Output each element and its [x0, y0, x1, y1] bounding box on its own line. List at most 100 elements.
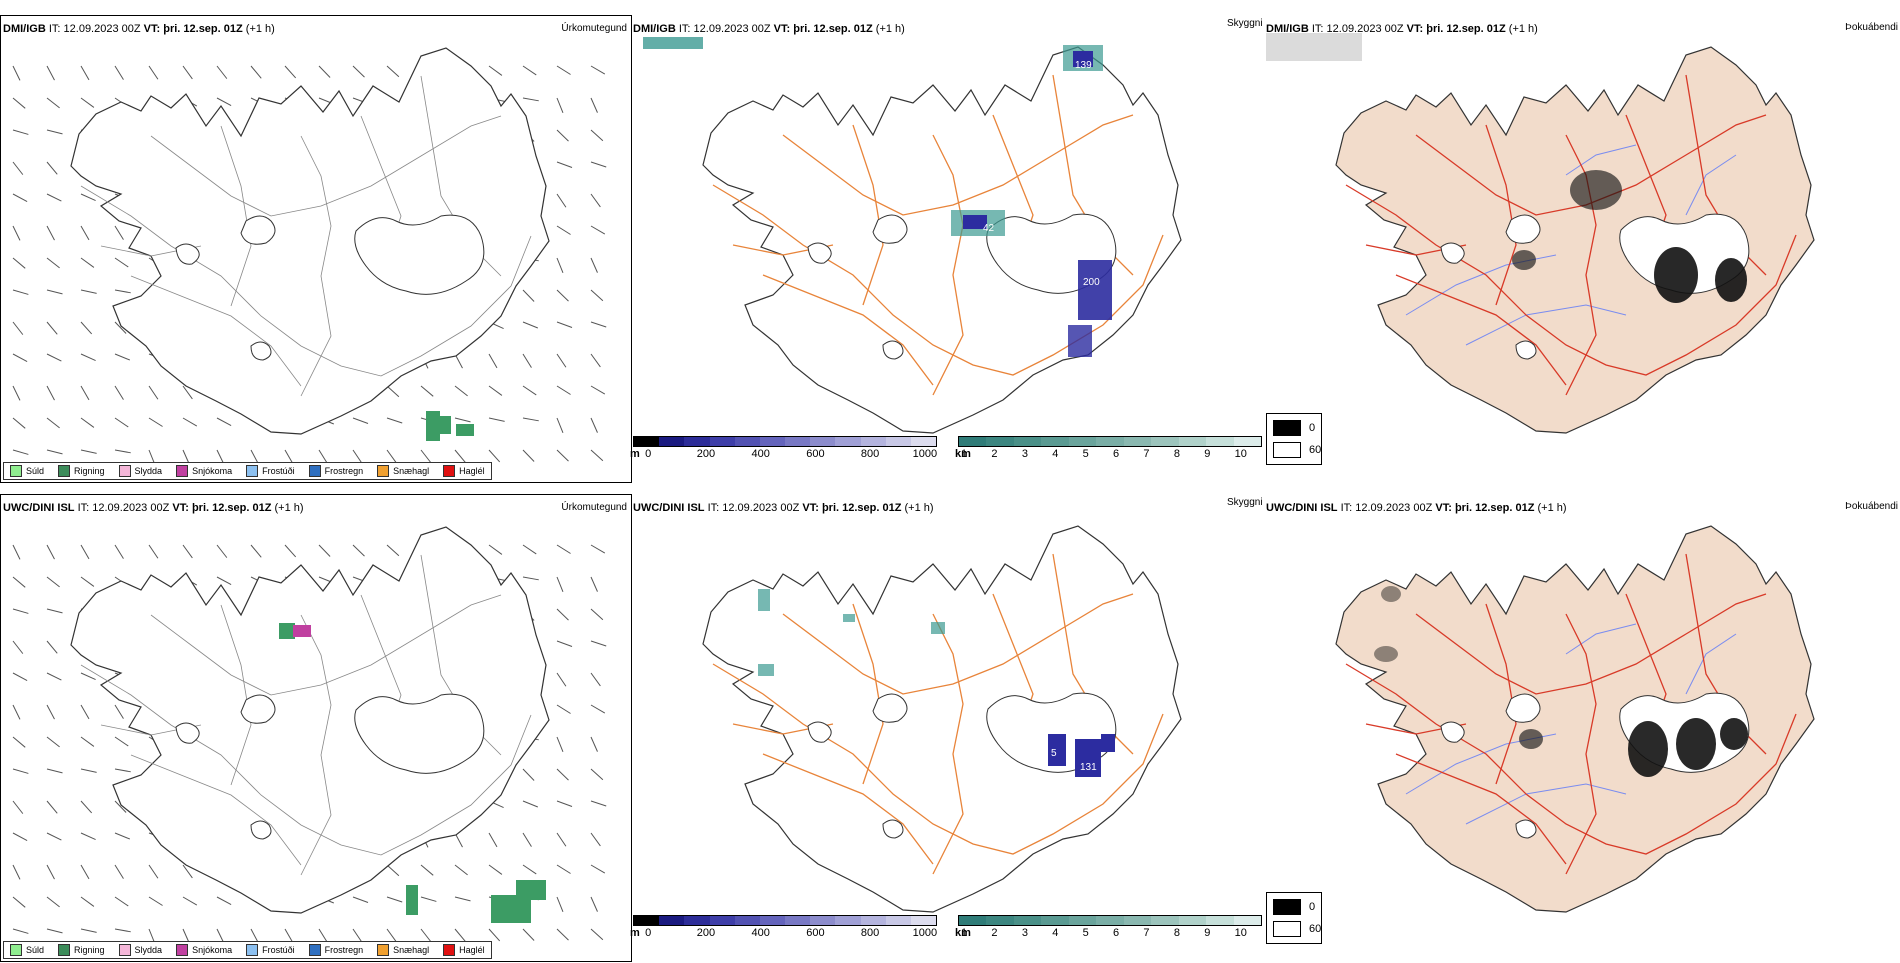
wind-barb	[12, 768, 29, 774]
wind-barb	[46, 928, 63, 934]
wind-barb	[556, 736, 564, 753]
wind-barb	[216, 65, 228, 79]
wind-barb	[590, 321, 607, 328]
colorbar-tick: 1	[961, 927, 968, 939]
legend-swatch	[308, 465, 321, 477]
wind-barb	[556, 97, 564, 114]
legend-label: Súld	[26, 466, 45, 476]
wind-barb	[284, 544, 297, 558]
wind-barb	[80, 672, 96, 680]
wind-barb	[590, 97, 598, 113]
wind-barb	[114, 257, 129, 268]
wind-barb	[46, 544, 55, 560]
wind-barb	[556, 576, 564, 593]
wind-barb	[352, 65, 365, 78]
fog-legend-item: 60	[1273, 921, 1321, 937]
fog-area	[1512, 170, 1747, 303]
legend-swatch	[10, 944, 22, 956]
panel-tag: Úrkomutegund	[561, 23, 627, 34]
colorbar-tick: 1000	[912, 448, 938, 460]
wind-barb	[12, 385, 21, 401]
map-fog-index	[1266, 33, 1815, 434]
wind-barb	[590, 640, 607, 647]
wind-barb	[590, 896, 598, 912]
wind-barb	[80, 576, 95, 587]
wind-barb	[12, 417, 26, 429]
colorbar-tick: 2	[991, 448, 998, 460]
wind-barb	[182, 544, 193, 559]
wind-barb	[46, 608, 63, 614]
fog-legend-swatch	[1273, 921, 1301, 937]
wind-barb	[12, 257, 26, 269]
wind-barb	[114, 736, 129, 747]
wind-barb	[522, 576, 539, 581]
wind-barb	[80, 65, 90, 81]
colorbar-tick: 400	[751, 448, 770, 460]
legend-label: Frostregn	[324, 466, 364, 476]
fog-legend-label: 60	[1309, 444, 1322, 456]
wind-barb	[46, 65, 55, 81]
wind-barb	[80, 800, 93, 814]
wind-barb	[80, 544, 90, 560]
legend-item: Snjókoma	[176, 465, 232, 477]
wind-barb	[80, 353, 96, 361]
colorbar-tick: 6	[1113, 927, 1120, 939]
wind-barb	[80, 832, 96, 840]
legend-label: Slydda	[134, 466, 163, 476]
cloud-label: 200	[1083, 277, 1100, 288]
wind-barb	[46, 161, 58, 175]
wind-barb	[114, 353, 131, 361]
wind-barb	[556, 832, 567, 847]
wind-barb	[590, 449, 604, 462]
wind-barb	[522, 864, 537, 875]
legend-label: Snjókoma	[192, 466, 233, 476]
legend-label: Rigning	[74, 466, 105, 476]
visibility-colorbar-top: 1 2 3 4 5 6 7 8 9 10 km	[955, 436, 1262, 466]
legend-swatch	[308, 944, 321, 956]
wind-barb	[148, 896, 163, 906]
fog-legend-item: 0	[1273, 420, 1315, 436]
wind-barb	[12, 640, 24, 654]
wind-barb	[80, 896, 95, 907]
wind-barb	[216, 896, 232, 905]
colorbar-tick: 2	[991, 927, 998, 939]
wind-barb	[590, 544, 606, 554]
panel-tag: Þokuábendi	[1845, 501, 1898, 512]
wind-barb	[386, 385, 400, 398]
colorbar-tick: 200	[696, 927, 716, 939]
wind-barb	[250, 544, 262, 558]
legend-item: Rigning	[58, 465, 105, 477]
wind-barb	[386, 896, 403, 903]
legend-swatch	[58, 944, 71, 956]
wind-barb	[556, 65, 571, 75]
fog-legend-swatch	[1273, 420, 1301, 436]
wind-barb	[46, 225, 55, 241]
wind-barb	[488, 417, 505, 422]
wind-barb	[114, 225, 124, 240]
panel-title: DMI/IGB IT: 12.09.2023 00Z VT: þri. 12.s…	[1266, 23, 1538, 35]
legend-item: Haglél	[443, 465, 485, 477]
colorbar-unit: m	[630, 927, 640, 939]
wind-barb	[80, 97, 95, 108]
wind-barb	[114, 928, 131, 933]
colorbar-tick: 600	[806, 927, 825, 939]
wind-barb	[114, 417, 129, 428]
legend-swatch	[377, 944, 390, 956]
wind-barb	[80, 225, 90, 241]
wind-barb	[46, 353, 62, 362]
wind-barb	[284, 65, 297, 79]
colorbar-tick: 6	[1113, 448, 1120, 460]
legend-item: Frostregn	[308, 944, 363, 956]
wind-barb	[182, 65, 193, 80]
wind-barb	[386, 544, 400, 557]
wind-barb	[352, 449, 363, 464]
fog-legend-bottom: 0 60	[1266, 892, 1322, 944]
wind-barb	[12, 704, 21, 720]
wind-barb	[148, 385, 159, 400]
panel-tag: Úrkomutegund	[561, 502, 627, 513]
legend-swatch	[118, 944, 131, 956]
wind-barb	[420, 385, 434, 397]
legend-item: Rigning	[58, 944, 105, 956]
wind-barb	[488, 449, 501, 463]
wind-barb	[80, 928, 97, 933]
